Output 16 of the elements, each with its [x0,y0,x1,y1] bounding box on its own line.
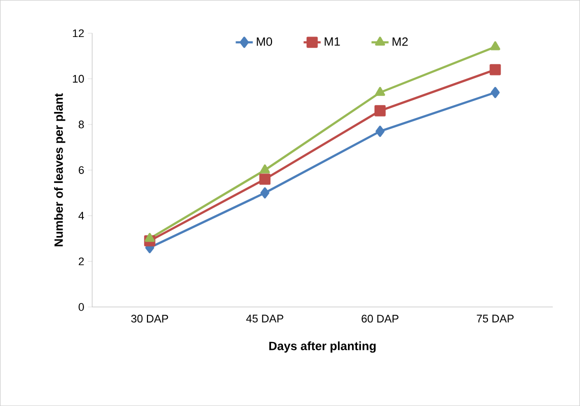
y-tick-label: 0 [78,303,84,311]
x-tick-label: 60 DAP [362,314,398,323]
x-tick-label: 75 DAP [476,314,514,322]
y-tick-label: 8 [78,120,84,128]
y-tick-label: 2 [78,257,84,266]
y-tick-label: 6 [78,166,84,174]
y-axis-title: Number of leaves per plant [54,93,66,246]
y-tick-label: 4 [78,212,84,220]
y-tick-label: 12 [72,29,84,37]
x-tick-label: 30 DAP [131,314,168,323]
y-tick-label: 10 [72,74,84,83]
x-tick-label: 45 DAP [246,314,284,322]
legend-label: M2 [392,37,408,46]
legend-label: M0 [256,37,272,46]
legend-label: M1 [324,37,340,46]
x-axis-title: Days after planting [269,341,376,353]
